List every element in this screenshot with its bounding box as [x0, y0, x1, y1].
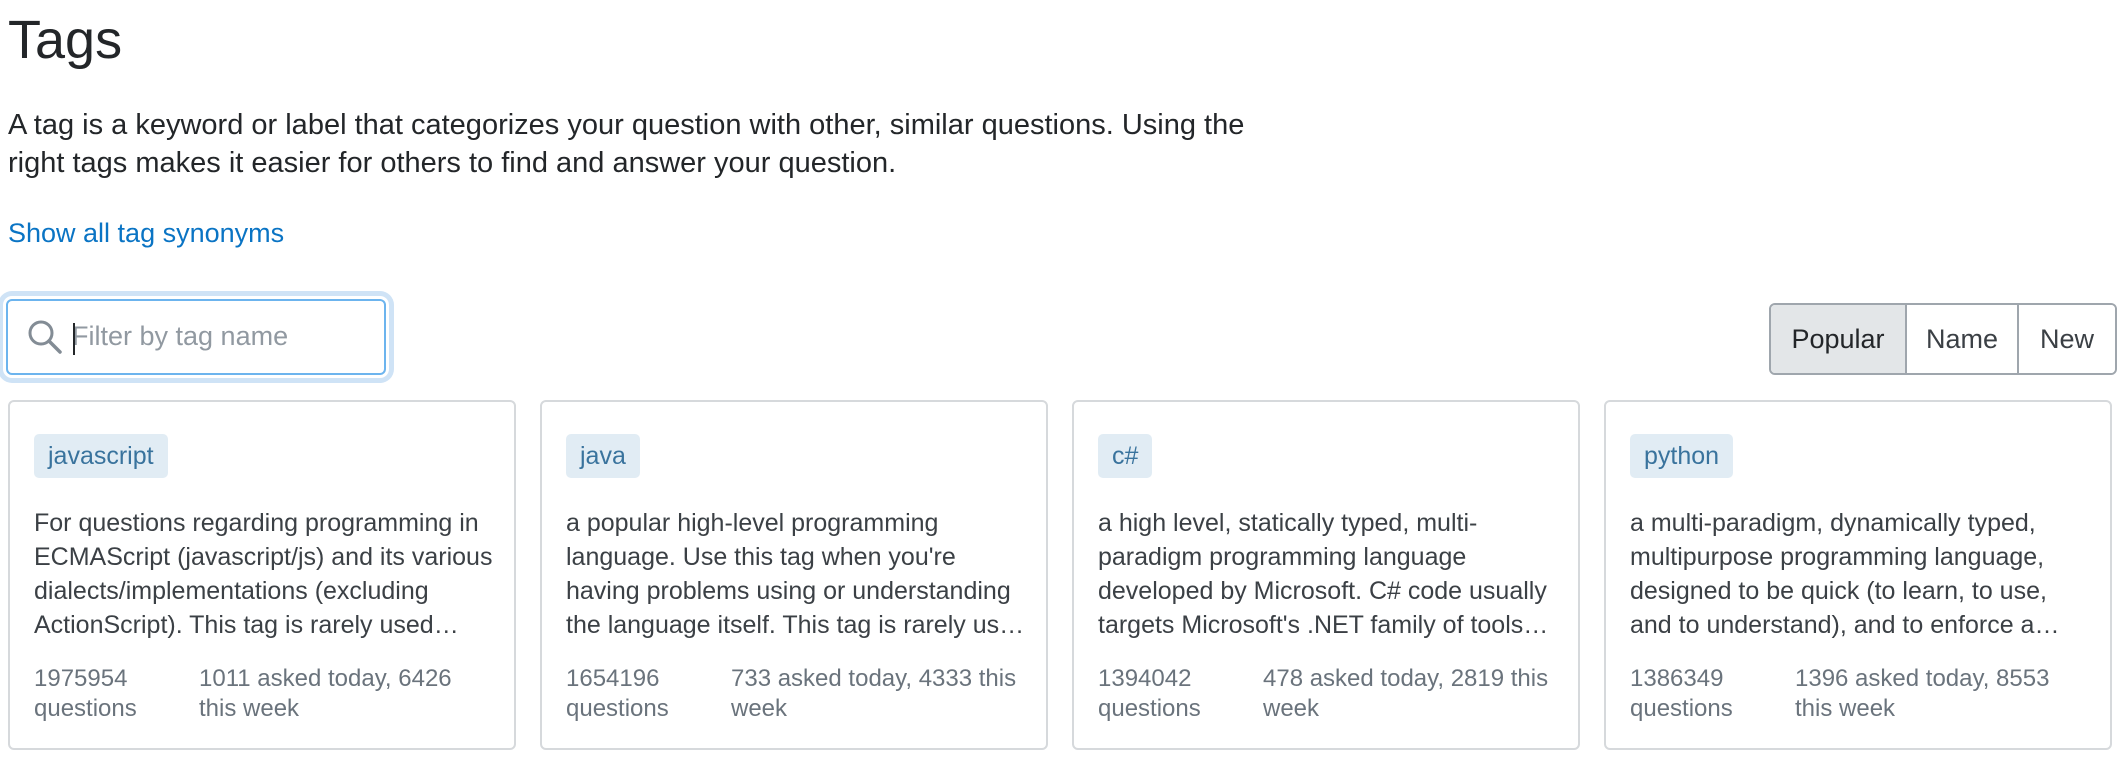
- sort-popular-button[interactable]: Popular: [1771, 305, 1907, 373]
- tag-link[interactable]: java: [566, 434, 640, 478]
- question-count: 1386349 questions: [1630, 665, 1733, 722]
- tag-card-javascript: javascript For questions regarding progr…: [8, 400, 516, 750]
- tag-description: a popular high-level programming languag…: [566, 509, 1027, 639]
- tag-link[interactable]: c#: [1098, 434, 1153, 478]
- show-tag-synonyms-link[interactable]: Show all tag synonyms: [8, 218, 285, 248]
- tag-stats: 1386349 questions 1396 asked today, 8553…: [1630, 664, 2092, 724]
- tag-stats: 1975954 questions 1011 asked today, 6426…: [34, 664, 496, 724]
- tag-card-csharp: c# a high level, statically typed, multi…: [1072, 400, 1580, 750]
- question-count: 1394042 questions: [1098, 665, 1201, 722]
- recent-activity: 1011 asked today, 6426 this week: [199, 665, 452, 722]
- tag-card-python: python a multi-paradigm, dynamically typ…: [1604, 400, 2112, 750]
- page-intro: A tag is a keyword or label that categor…: [8, 109, 1245, 179]
- tag-stats: 1394042 questions 478 asked today, 2819 …: [1098, 664, 1560, 724]
- tag-card-java: java a popular high-level programming la…: [540, 400, 1048, 750]
- text-caret: [73, 323, 75, 355]
- question-count: 1975954 questions: [34, 665, 137, 722]
- tag-filter: [3, 296, 389, 378]
- recent-activity: 733 asked today, 4333 this week: [731, 665, 1017, 722]
- tag-description: For questions regarding programming in E…: [34, 509, 493, 639]
- tag-filter-input[interactable]: [72, 313, 372, 359]
- search-icon: [28, 320, 62, 354]
- tag-filter-box: [6, 299, 386, 375]
- sort-new-button[interactable]: New: [2019, 305, 2115, 373]
- page-title: Tags: [8, 10, 123, 70]
- tag-link[interactable]: python: [1630, 434, 1734, 478]
- tag-link[interactable]: javascript: [34, 434, 168, 478]
- tag-description: a high level, statically typed, multi-pa…: [1098, 509, 1547, 639]
- recent-activity: 1396 asked today, 8553 this week: [1795, 665, 2050, 722]
- tag-sort-toggle: Popular Name New: [1769, 303, 2117, 375]
- tag-stats: 1654196 questions 733 asked today, 4333 …: [566, 664, 1028, 724]
- question-count: 1654196 questions: [566, 665, 669, 722]
- recent-activity: 478 asked today, 2819 this week: [1263, 665, 1549, 722]
- sort-name-button[interactable]: Name: [1907, 305, 2019, 373]
- tag-description: a multi-paradigm, dynamically typed, mul…: [1630, 509, 2047, 639]
